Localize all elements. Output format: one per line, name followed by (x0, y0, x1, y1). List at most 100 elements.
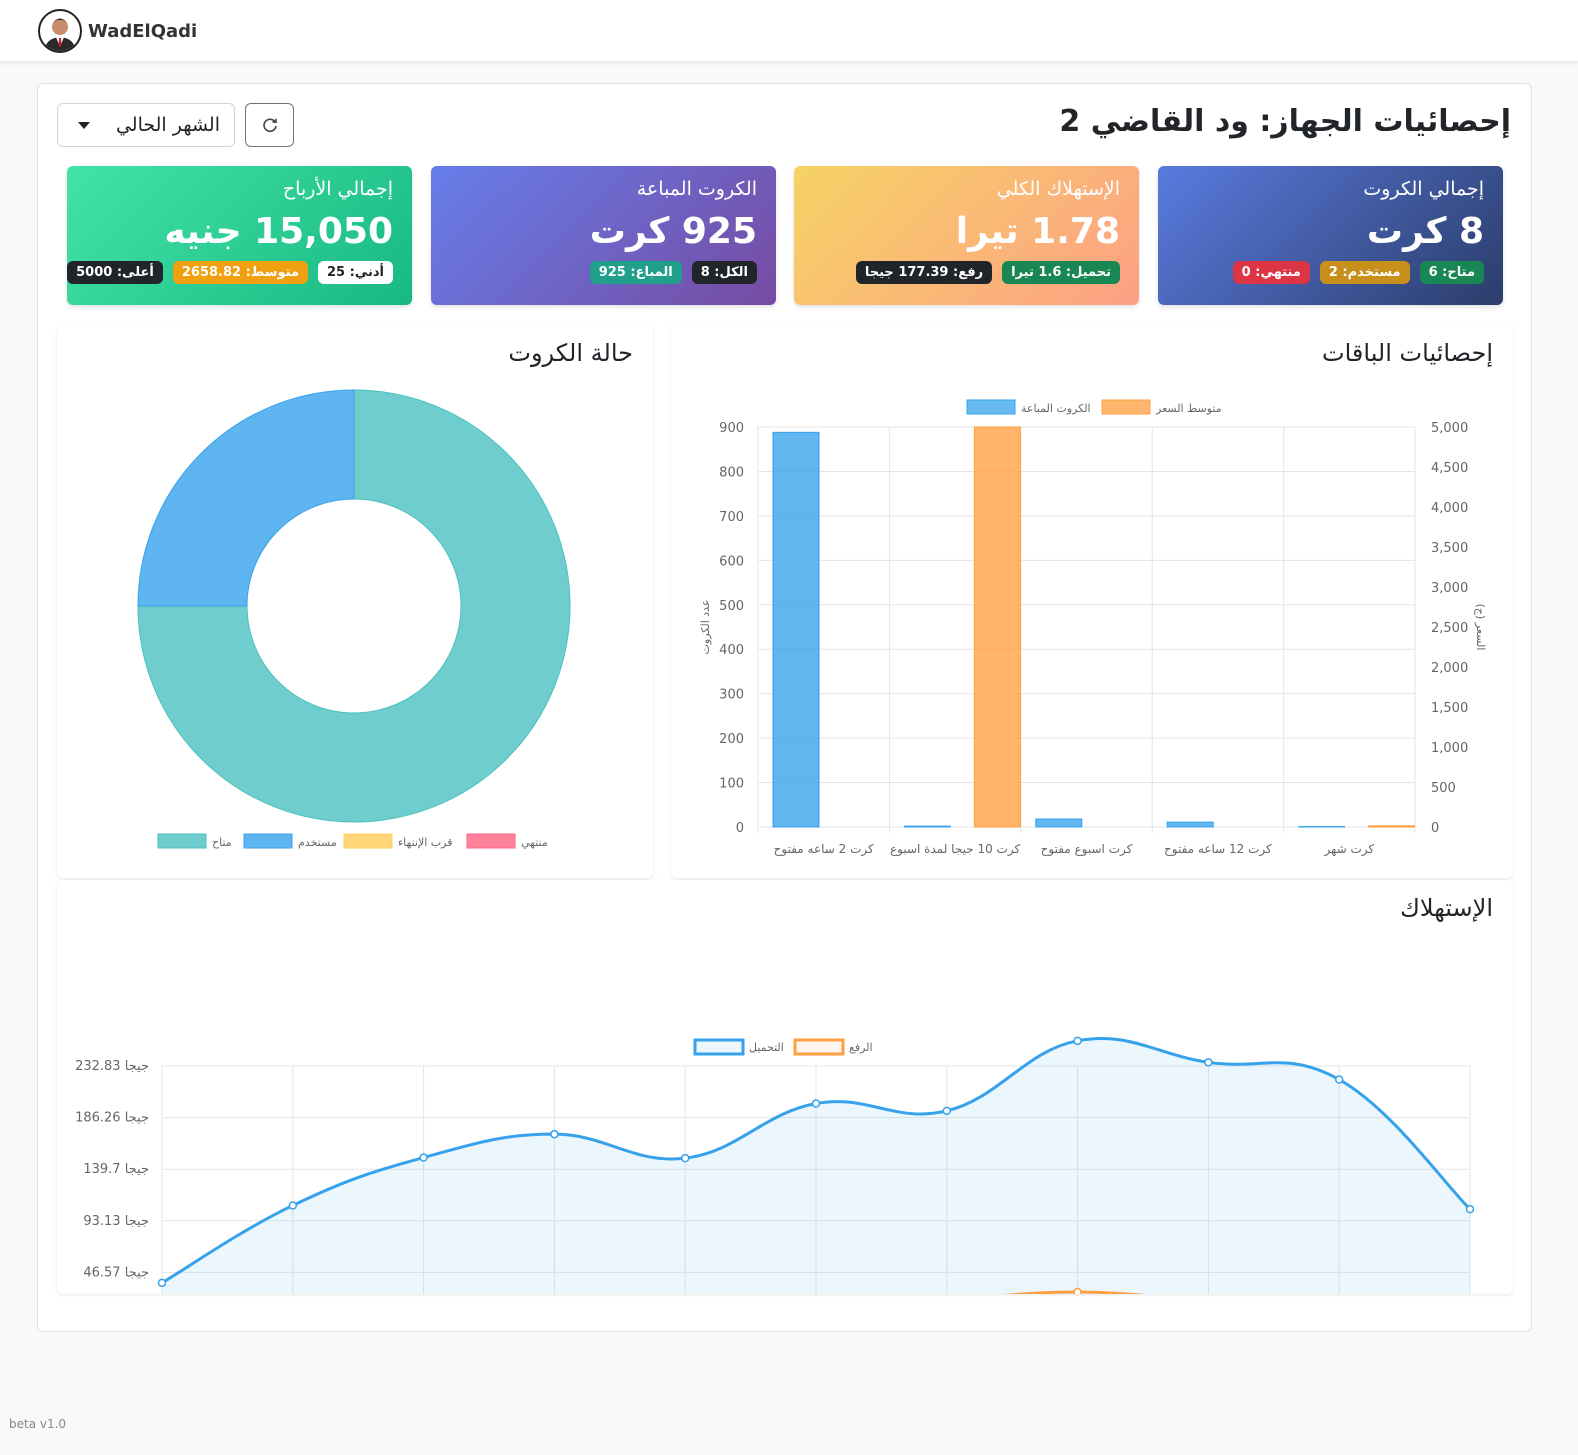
point-download (288, 1201, 298, 1210)
period-select-value: الشهر الحالي (115, 114, 220, 136)
stat-value: 15,050 جنيه (164, 211, 393, 252)
y2-tick-label: 1,000 (1431, 741, 1468, 756)
badge-avg: متوسط: 2658.82 (172, 261, 309, 284)
badge-total: الكل: 8 (691, 261, 757, 284)
point-download (419, 1153, 428, 1162)
point-download (1465, 1204, 1475, 1214)
packages-panel: إحصائيات الباقات الكروت المباعة متوسط الس… (671, 325, 1513, 878)
version-label: beta v1.0 (9, 1417, 67, 1431)
legend-label-avg-price: متوسط السعر (1155, 402, 1222, 415)
bar-avg-price (973, 426, 1021, 828)
stat-total-profit: إجمالي الأرباح 15,050 جنيه أدني: 25 متوس… (67, 166, 412, 305)
stat-sold-cards: الكروت المباعة 925 كرت الكل: 8 المباع: 9… (431, 166, 776, 305)
bar-avg-price (1368, 825, 1416, 828)
point-upload (1073, 1287, 1082, 1294)
y-tick-label: 600 (719, 554, 744, 569)
stat-label: الإستهلاك الكلي (996, 178, 1120, 200)
y-tick-label: 800 (719, 465, 744, 480)
badge-upload: رفع: 177.39 جيجا (855, 261, 993, 284)
legend-label-download: التحميل (749, 1041, 784, 1054)
stat-label: إجمالي الكروت (1363, 178, 1484, 200)
x-tick-label: كرت شهر (1323, 842, 1374, 857)
legend-swatch-avg-price (1101, 399, 1151, 415)
point-download (811, 1099, 821, 1108)
usage-line-chart: التحميل الرفع 232.83 جيجا 186.26 جيجا 139.7 … (75, 1036, 1475, 1294)
panel-title: حالة الكروت (508, 339, 633, 367)
badge-used: مستخدم: 2 (1319, 261, 1410, 284)
stat-total-cards: إجمالي الكروت 8 كرت متاح: 6 مستخدم: 2 من… (1158, 166, 1503, 305)
legend-label: مستخدم (298, 836, 337, 849)
legend-label-sold: الكروت المباعة (1021, 402, 1091, 415)
stat-value: 8 كرت (1366, 211, 1484, 252)
point-download (1073, 1036, 1082, 1046)
point-download (942, 1106, 952, 1116)
device-stats-card: إحصائيات الجهاز: ود القاضي 2 الشهر الحال… (37, 83, 1532, 1332)
legend-swatch-download (693, 1038, 745, 1056)
x-tick-label: كرت 2 ساعه مفتوح (774, 842, 874, 857)
y-tick-label: 46.57 جيجا (83, 1265, 149, 1280)
bar-sold (772, 431, 820, 828)
y2-tick-label: 3,500 (1431, 541, 1468, 556)
badge-available: متاح: 6 (1419, 261, 1484, 284)
y2-tick-label: 1,500 (1431, 701, 1468, 716)
x-tick-label: كرت اسبوع مفتوح (1041, 842, 1133, 857)
doughnut-slice (137, 389, 355, 607)
y-tick-label: 500 (719, 599, 744, 614)
legend-swatch (243, 833, 293, 849)
usage-panel: الإستهلاك التحميل الرفع 232.83 جيجا 186.26 … (57, 880, 1513, 1294)
point-download (1204, 1058, 1213, 1067)
legend-swatch-upload (793, 1038, 845, 1056)
legend-swatch (343, 833, 393, 849)
y2-tick-label: 2,000 (1431, 661, 1468, 676)
period-select[interactable]: الشهر الحالي (57, 103, 235, 147)
badge-download: تحميل: 1.6 تيرا (1002, 261, 1120, 284)
packages-bar-chart: الكروت المباعة متوسط السعر 900 800 700 600 500… (699, 399, 1487, 857)
badge-sold: المباع: 925 (589, 261, 682, 284)
card-status-doughnut-chart: متاح مستخدم قرب الإنتهاء منتهي (137, 389, 571, 849)
y2-tick-label: 5,000 (1431, 421, 1468, 436)
doughnut-slice (137, 389, 571, 823)
legend-label: قرب الإنتهاء (398, 836, 452, 849)
refresh-icon (262, 118, 277, 133)
y-axis-title: عدد الكروت (699, 600, 712, 655)
y2-tick-label: 4,500 (1431, 461, 1468, 476)
point-download (157, 1278, 167, 1288)
y-tick-label: 93.13 جيجا (83, 1214, 149, 1229)
y2-tick-label: 3,000 (1431, 581, 1468, 596)
y-tick-label: 400 (719, 643, 744, 658)
bar-sold (1035, 818, 1083, 828)
chevron-down-icon (78, 122, 90, 129)
bar-sold (1166, 821, 1214, 828)
y-tick-label: 300 (719, 688, 744, 703)
badge-expired: منتهي: 0 (1232, 261, 1310, 284)
panel-title: الإستهلاك (1400, 894, 1493, 922)
y2-tick-label: 0 (1431, 821, 1439, 836)
badge-min: أدني: 25 (318, 261, 393, 284)
stat-value: 925 كرت (589, 211, 757, 252)
y-tick-label: 100 (719, 777, 744, 792)
y-tick-label: 0 (736, 821, 744, 836)
area-fill-download (162, 1038, 1470, 1294)
legend-swatch-sold (966, 399, 1016, 415)
brand-name: WadElQadi (88, 20, 198, 42)
legend-swatch (157, 833, 207, 849)
panel-title: إحصائيات الباقات (1322, 339, 1493, 367)
y2-tick-label: 500 (1431, 781, 1456, 796)
refresh-button[interactable] (245, 103, 294, 147)
legend-label-upload: الرفع (849, 1041, 873, 1054)
brand[interactable]: WadElQadi (38, 9, 197, 53)
legend-label: منتهي (521, 836, 548, 849)
x-tick-label: كرت 12 ساعه مفتوح (1164, 842, 1272, 857)
y-tick-label: 139.7 جيجا (83, 1162, 149, 1177)
y2-tick-label: 4,000 (1431, 501, 1468, 516)
point-download (680, 1153, 690, 1163)
page-title: إحصائيات الجهاز: ود القاضي 2 (1059, 104, 1511, 139)
card-status-panel: حالة الكروت متاح مستخدم قرب الإنتهاء منتهي (57, 325, 653, 878)
y-tick-label: 700 (719, 510, 744, 525)
stat-label: الكروت المباعة (636, 178, 757, 200)
y-tick-label: 200 (719, 732, 744, 747)
y-tick-label: 900 (719, 421, 744, 436)
legend-swatch (466, 833, 516, 849)
y2-tick-label: 2,500 (1431, 621, 1468, 636)
legend-label: متاح (212, 836, 232, 849)
